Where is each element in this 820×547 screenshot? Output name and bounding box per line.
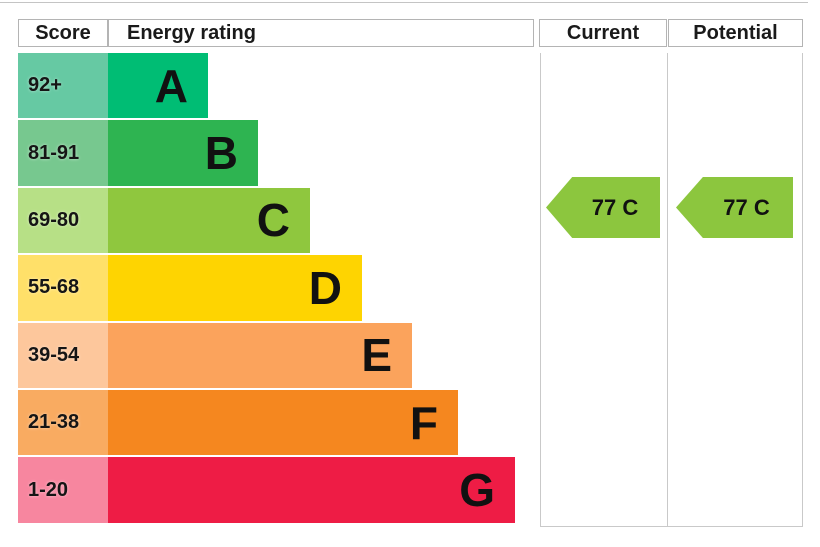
band-row-f: 21-38 F [18,389,515,456]
band-row-c: 69-80 C [18,187,515,254]
band-row-a: 92+ A [18,53,515,119]
score-column-header: Score [18,19,108,47]
band-f-bar: F [108,389,458,456]
band-d-score-range: 55-68 [18,255,108,321]
band-a-score-range: 92+ [18,53,108,119]
band-b-bar: B [108,120,258,186]
band-row-b: 81-91 B [18,120,515,186]
band-b-score-range: 81-91 [18,120,108,186]
band-row-e: 39-54 E [18,322,515,388]
band-row-d: 55-68 D [18,255,515,321]
band-row-g: 1-20 G [18,457,515,523]
potential-rating-arrow: 77 C [676,177,793,238]
potential-column-header: Potential [668,19,803,47]
band-e-bar: E [108,322,412,388]
columns-bottom-line [540,526,803,527]
band-c-bar: C [108,187,310,254]
current-rating-arrow: 77 C [546,177,660,238]
current-potential-divider-line [667,53,668,527]
current-column-header: Current [539,19,667,47]
band-a-bar: A [108,53,208,119]
top-border-line [0,2,808,3]
energy-rating-column-header: Energy rating [108,19,534,47]
band-c-score-range: 69-80 [18,187,108,254]
band-d-bar: D [108,255,362,321]
band-f-score-range: 21-38 [18,389,108,456]
band-g-bar: G [108,457,515,523]
band-e-score-range: 39-54 [18,322,108,388]
band-g-score-range: 1-20 [18,457,108,523]
potential-column-right-line [802,53,803,527]
current-column-left-line [540,53,541,527]
rating-bands: 92+ A 81-91 B 69-80 C 55-68 D 39-54 E 21… [18,53,515,525]
